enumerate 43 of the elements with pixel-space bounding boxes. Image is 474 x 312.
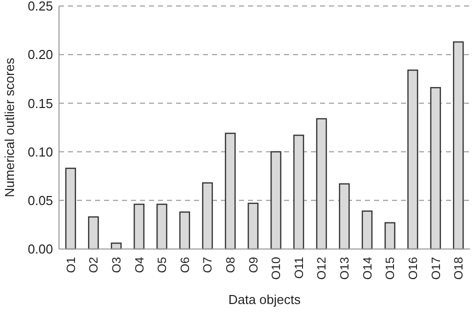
x-tick-label: O13: [338, 256, 352, 280]
y-tick-label: 0.05: [28, 192, 53, 208]
x-axis-title: Data objects: [228, 292, 302, 307]
bar: [407, 70, 418, 250]
bar: [202, 182, 213, 250]
x-tick-label: O16: [406, 256, 420, 280]
x-tick-label: O5: [155, 256, 170, 274]
bar: [134, 204, 144, 250]
y-tick-label: 0.20: [28, 47, 53, 62]
bar: [156, 204, 168, 250]
bar: [88, 216, 99, 250]
bar: [293, 134, 304, 250]
x-tick-label: O4: [132, 256, 146, 274]
y-tick-label: 0.25: [28, 0, 53, 14]
x-tick-label: O18: [452, 256, 466, 280]
bar: [362, 210, 373, 250]
x-tick-label: O15: [383, 256, 398, 280]
y-tick-label: 0.10: [28, 144, 53, 160]
x-tick-label: O9: [246, 256, 260, 274]
x-tick-label: O10: [269, 256, 284, 280]
x-tick-label: O17: [428, 256, 443, 280]
y-axis-title: Numerical outlier scores: [2, 57, 17, 198]
bar: [452, 41, 464, 250]
bar: [224, 132, 236, 250]
x-tick-label: O14: [360, 256, 374, 280]
x-tick-label: O1: [64, 256, 78, 274]
x-tick-label: O8: [223, 256, 238, 274]
x-tick-label: O2: [86, 256, 101, 274]
x-tick-label: O3: [109, 256, 124, 274]
bar: [430, 87, 441, 250]
bar: [179, 211, 190, 250]
bar: [270, 151, 282, 250]
bar: [384, 222, 396, 250]
y-tick-label: 0.00: [28, 242, 53, 257]
x-tick-label: O6: [178, 256, 192, 274]
bar: [316, 118, 327, 250]
bar: [338, 183, 350, 250]
bar: [65, 168, 76, 250]
x-tick-label: O7: [200, 256, 215, 274]
x-tick-label: O11: [292, 256, 306, 279]
bar: [248, 202, 258, 250]
y-tick-label: 0.15: [28, 96, 53, 111]
x-tick-label: O12: [314, 256, 329, 280]
